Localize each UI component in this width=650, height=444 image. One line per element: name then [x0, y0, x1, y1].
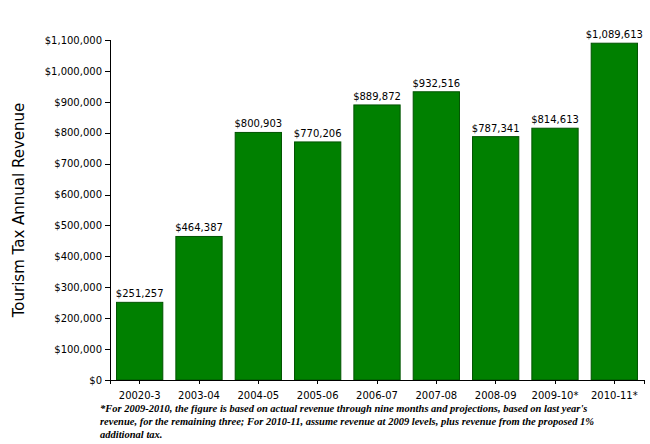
- plot-area: $251,257 $464,387 $800,903 $770,206 $889,872…: [45, 29, 645, 401]
- x-tick: 2009-10*: [532, 380, 579, 401]
- y-tick-label: $900,000: [54, 97, 102, 108]
- x-tick-mark: [436, 380, 437, 384]
- y-tick-label: $1,100,000: [45, 35, 102, 46]
- y-tick-label: $500,000: [54, 220, 102, 231]
- y-tick-label: $800,000: [54, 127, 102, 138]
- x-tick-mark: [614, 380, 615, 384]
- y-tick-mark: [105, 349, 110, 350]
- y-tick-mark: [105, 225, 110, 226]
- bar: [591, 43, 637, 380]
- bar: [176, 236, 222, 380]
- y-tick-label: $700,000: [54, 158, 102, 169]
- x-tick-mark: [317, 380, 318, 384]
- y-tick-mark: [105, 380, 110, 381]
- bar: [117, 302, 163, 380]
- x-tick: 2005-06: [297, 380, 339, 401]
- x-tick: 2010-11*: [591, 380, 638, 401]
- y-tick-mark: [105, 71, 110, 72]
- x-axis-line: [111, 381, 645, 385]
- y-tick-mark: [105, 256, 110, 257]
- chart: $251,257 $464,387 $800,903 $770,206 $889,872…: [0, 0, 650, 444]
- y-axis: $0 $100,000 $200,000 $300,000 $400,000 $500,0…: [45, 35, 111, 386]
- data-label: $464,387: [175, 222, 223, 233]
- y-tick: $600,000: [54, 189, 110, 200]
- bars: [117, 43, 638, 380]
- x-tick-mark: [495, 380, 496, 384]
- bar: [532, 128, 578, 380]
- x-tick-label: 2007-08: [415, 390, 457, 401]
- y-tick: $800,000: [54, 127, 110, 138]
- data-label: $1,089,613: [586, 29, 643, 40]
- x-tick-mark: [555, 380, 556, 384]
- data-label: $787,341: [472, 123, 520, 134]
- bar: [354, 105, 400, 380]
- x-tick-label: 2008-09: [475, 390, 517, 401]
- x-tick: 2006-07: [356, 380, 398, 401]
- x-axis: 20020-3 2003-04 2004-05 2005-06 2006-07 2007-…: [111, 380, 645, 401]
- data-label: $932,516: [412, 78, 460, 89]
- x-tick-label: 2009-10*: [532, 390, 579, 401]
- y-tick: $200,000: [54, 313, 110, 324]
- y-tick: $300,000: [54, 282, 110, 293]
- y-axis-line: [105, 41, 111, 381]
- data-label: $251,257: [116, 288, 164, 299]
- x-tick-label: 2004-05: [237, 390, 279, 401]
- x-tick-mark: [199, 380, 200, 384]
- x-tick-label: 2005-06: [297, 390, 339, 401]
- footnote-line: revenue, for the remaining three; For 20…: [100, 416, 594, 427]
- y-tick-mark: [105, 318, 110, 319]
- x-tick-label: 20020-3: [119, 390, 161, 401]
- bar: [473, 137, 519, 380]
- y-tick: $700,000: [54, 158, 110, 169]
- y-tick: $500,000: [54, 220, 110, 231]
- y-axis-title: Tourism Tax Annual Revenue: [10, 103, 28, 319]
- y-tick-label: $300,000: [54, 282, 102, 293]
- y-tick-mark: [105, 287, 110, 288]
- y-tick-label: $0: [89, 375, 102, 386]
- y-tick: $100,000: [54, 344, 110, 355]
- footnote: *For 2009-2010, the figure is based on a…: [100, 403, 594, 440]
- y-tick-mark: [105, 195, 110, 196]
- footnote-line: additional tax.: [100, 429, 162, 440]
- y-tick: $1,000,000: [45, 66, 110, 77]
- x-tick-mark: [139, 380, 140, 384]
- bar: [295, 142, 341, 380]
- x-tick-mark: [377, 380, 378, 384]
- x-tick-mark: [258, 380, 259, 384]
- y-tick-label: $400,000: [54, 251, 102, 262]
- y-tick: $900,000: [54, 97, 110, 108]
- y-tick-mark: [105, 164, 110, 165]
- y-tick: $1,100,000: [45, 35, 110, 46]
- y-tick-label: $600,000: [54, 189, 102, 200]
- y-tick-label: $1,000,000: [45, 66, 102, 77]
- y-tick-mark: [105, 40, 110, 41]
- data-label: $770,206: [294, 128, 342, 139]
- x-tick: 2007-08: [415, 380, 457, 401]
- x-tick-label: 2006-07: [356, 390, 398, 401]
- data-label: $800,903: [234, 118, 282, 129]
- data-labels: $251,257 $464,387 $800,903 $770,206 $889,872…: [116, 29, 643, 299]
- y-tick-label: $200,000: [54, 313, 102, 324]
- data-label: $814,613: [531, 114, 579, 125]
- bar: [413, 92, 459, 380]
- x-tick: 2008-09: [475, 380, 517, 401]
- data-label: $889,872: [353, 91, 401, 102]
- y-tick-mark: [105, 102, 110, 103]
- y-tick: $0: [89, 375, 110, 386]
- x-tick-label: 2010-11*: [591, 390, 638, 401]
- x-tick: 20020-3: [119, 380, 161, 401]
- x-tick-label: 2003-04: [178, 390, 220, 401]
- footnote-line: *For 2009-2010, the figure is based on a…: [100, 403, 587, 414]
- bar: [235, 132, 281, 380]
- y-tick-mark: [105, 133, 110, 134]
- x-tick: 2004-05: [237, 380, 279, 401]
- y-tick-label: $100,000: [54, 344, 102, 355]
- x-tick: 2003-04: [178, 380, 220, 401]
- y-tick: $400,000: [54, 251, 110, 262]
